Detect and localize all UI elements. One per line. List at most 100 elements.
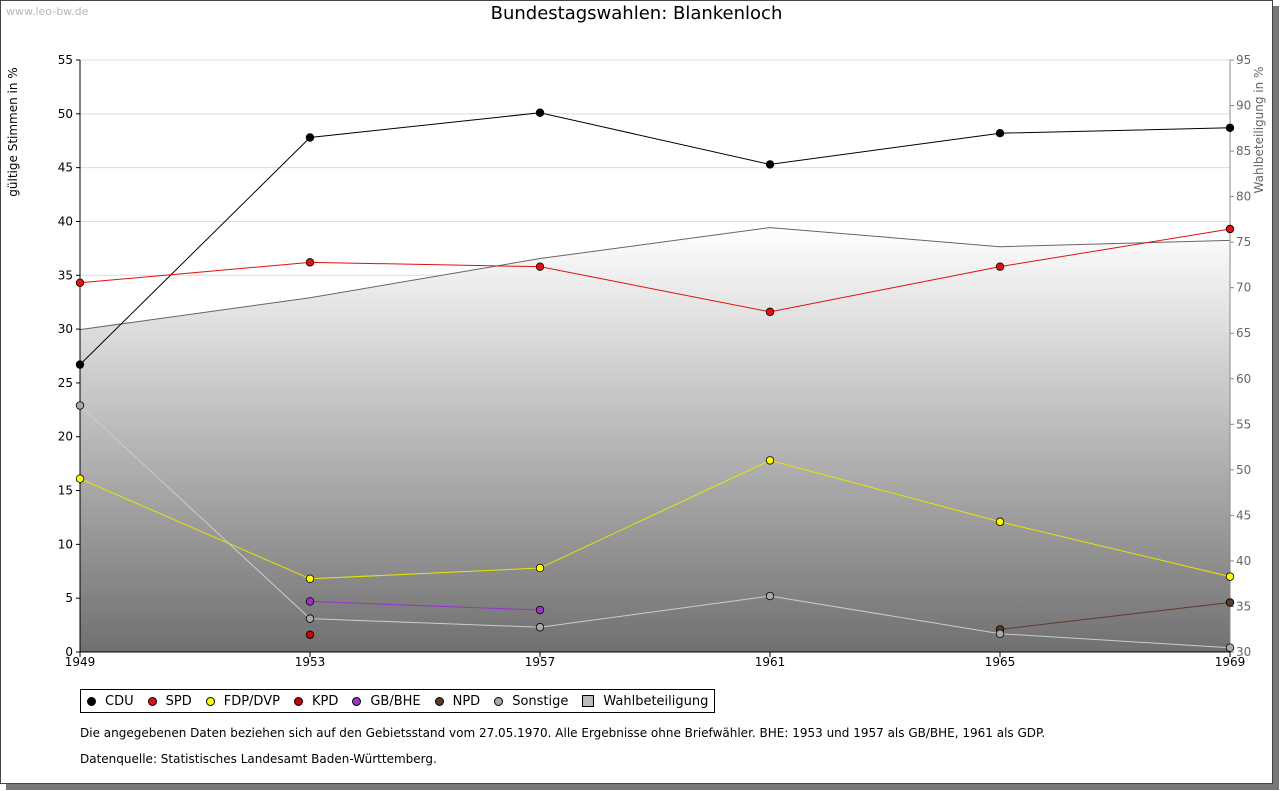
legend-item-spd: SPD xyxy=(147,693,192,709)
y-tick-label-25: 25 xyxy=(58,376,73,390)
series-line-sonstige xyxy=(79,405,1231,649)
axis-labels: gültige Stimmen in % Wahlbeteiligung in … xyxy=(6,67,1266,197)
legend-marker-cdu xyxy=(87,696,96,706)
y2-tick-label-95: 95 xyxy=(1236,53,1251,67)
note-gebietsstand: Die angegebenen Daten beziehen sich auf … xyxy=(80,726,1046,740)
point-cdu-1961 xyxy=(765,160,775,169)
x-tick-label-1957: 1957 xyxy=(525,655,556,669)
series-line-gb-bhe xyxy=(309,600,541,611)
point-spd-1961 xyxy=(765,307,775,317)
legend-item-kpd: KPD xyxy=(293,693,339,709)
point-sonstige-1953 xyxy=(305,614,315,623)
legend-item-fdp-dvp: FDP/DVP xyxy=(205,693,280,709)
turnout-line xyxy=(79,227,1231,331)
y-tick-label-20: 20 xyxy=(58,430,73,444)
point-spd-1953 xyxy=(305,258,315,267)
x-tick-label-1949: 1949 xyxy=(65,655,96,669)
legend: CDU SPD FDP/DVP KPD GB/BHE NPD Sonstige Wahlbet… xyxy=(80,689,716,713)
axes: 0 5 10 15 20 25 30 35 40 45 50 55 30 35 40 45 50 55 60 65 70… xyxy=(58,53,1252,669)
chart-svg: 0 5 10 15 20 25 30 35 40 45 50 55 30 35 40 45 50 55 60 65 70… xyxy=(6,53,1266,669)
y2-tick-label-90: 90 xyxy=(1236,99,1251,113)
point-spd-1957 xyxy=(535,262,545,271)
legend-marker-gb-bhe xyxy=(352,696,362,706)
y-tick-label-40: 40 xyxy=(58,214,73,228)
legend-item-cdu: CDU xyxy=(87,694,134,709)
legend-label-wahlbeteiligung: Wahlbeteiligung xyxy=(603,693,709,709)
turnout-area-layer xyxy=(79,227,1231,652)
y2-tick-label-30: 30 xyxy=(1236,645,1251,659)
legend-item-wahlbeteiligung: Wahlbeteiligung xyxy=(582,694,708,709)
y-tick-label-30: 30 xyxy=(58,322,73,336)
chart-title: Bundestagswahlen: Blankenloch xyxy=(490,3,783,24)
series-layer xyxy=(75,108,1235,652)
series-line-npd xyxy=(999,601,1231,630)
point-cdu-1969 xyxy=(1225,123,1235,133)
y2-tick-label-85: 85 xyxy=(1236,144,1251,158)
legend-label-cdu: CDU xyxy=(105,693,134,709)
point-spd-1969 xyxy=(1225,224,1235,234)
legend-marker-wahlbeteiligung xyxy=(582,695,595,707)
y2-tick-label-70: 70 xyxy=(1236,281,1251,295)
point-kpd-1953 xyxy=(305,630,315,639)
legend-label-fdp-dvp: FDP/DVP xyxy=(223,693,280,709)
series-line-cdu xyxy=(79,112,1231,365)
y2-tick-label-40: 40 xyxy=(1236,554,1251,568)
point-sonstige-1969 xyxy=(1225,643,1235,652)
series-line-fdp-dvp xyxy=(79,459,1231,580)
legend-label-spd: SPD xyxy=(165,693,192,709)
y2-tick-label-75: 75 xyxy=(1236,235,1251,249)
legend-marker-npd xyxy=(434,696,444,706)
x-tick-label-1965: 1965 xyxy=(985,655,1016,669)
point-fdp-dvp-1957 xyxy=(535,563,545,573)
legend-marker-fdp-dvp xyxy=(205,696,215,706)
point-fdp-dvp-1949 xyxy=(75,474,85,483)
point-spd-1965 xyxy=(995,262,1005,271)
point-fdp-dvp-1961 xyxy=(765,456,775,465)
note-datenquelle: Datenquelle: Statistisches Landesamt Bad… xyxy=(80,752,437,766)
y2-tick-label-65: 65 xyxy=(1236,326,1251,340)
point-fdp-dvp-1969 xyxy=(1225,572,1235,581)
y-tick-label-15: 15 xyxy=(58,484,73,498)
point-sonstige-1961 xyxy=(765,591,775,601)
y-tick-label-50: 50 xyxy=(58,107,73,121)
legend-marker-kpd xyxy=(293,696,303,706)
y-axis-label: gültige Stimmen in % xyxy=(6,67,20,196)
point-cdu-1965 xyxy=(995,128,1005,138)
x-tick-label-1953: 1953 xyxy=(295,655,326,669)
y-tick-label-5: 5 xyxy=(65,591,73,605)
watermark: www.leo-bw.de xyxy=(6,5,89,18)
legend-item-npd: NPD xyxy=(434,694,480,709)
x-tick-label-1961: 1961 xyxy=(755,655,786,669)
turnout-area xyxy=(80,227,1230,652)
legend-marker-spd xyxy=(147,696,157,706)
point-sonstige-1957 xyxy=(535,623,545,632)
y2-tick-label-35: 35 xyxy=(1236,599,1251,613)
y-tick-label-45: 45 xyxy=(58,161,73,175)
legend-marker-sonstige xyxy=(494,696,504,706)
y2-axis-label: Wahlbeteiligung in % xyxy=(1252,67,1266,194)
legend-item-gb-bhe: GB/BHE xyxy=(352,693,421,709)
y2-tick-label-45: 45 xyxy=(1236,508,1251,522)
y-tick-label-55: 55 xyxy=(58,53,73,67)
x-tick-label-1969: 1969 xyxy=(1215,655,1246,669)
legend-label-kpd: KPD xyxy=(311,693,339,709)
point-cdu-1953 xyxy=(305,133,315,142)
point-spd-1949 xyxy=(75,278,85,288)
y2-tick-label-55: 55 xyxy=(1236,417,1251,431)
y-tick-label-35: 35 xyxy=(58,268,73,282)
legend-item-sonstige: Sonstige xyxy=(494,694,568,709)
legend-label-sonstige: Sonstige xyxy=(512,693,569,709)
y-tick-label-10: 10 xyxy=(58,537,73,551)
point-sonstige-1949 xyxy=(75,401,85,410)
y2-tick-label-60: 60 xyxy=(1236,372,1251,386)
point-gb-bhe-1957 xyxy=(535,605,545,615)
point-cdu-1949 xyxy=(75,360,85,369)
point-cdu-1957 xyxy=(535,108,545,117)
point-gb-bhe-1953 xyxy=(305,597,315,606)
y2-tick-label-80: 80 xyxy=(1236,190,1251,204)
legend-label-gb-bhe: GB/BHE xyxy=(370,693,421,709)
point-fdp-dvp-1953 xyxy=(305,574,315,584)
series-line-spd xyxy=(79,228,1231,313)
point-fdp-dvp-1965 xyxy=(995,517,1005,526)
point-sonstige-1965 xyxy=(995,629,1005,638)
